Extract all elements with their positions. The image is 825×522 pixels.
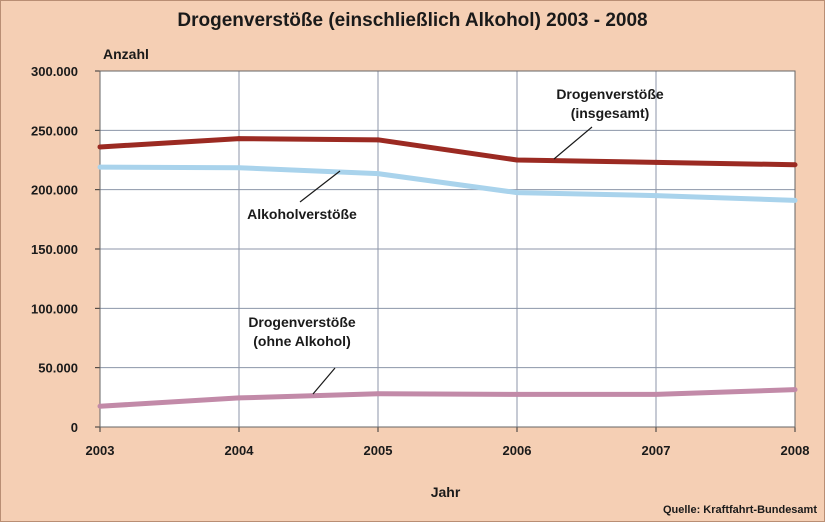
series-label: (ohne Alkohol) (253, 333, 350, 349)
series-line-1 (99, 136, 796, 168)
x-tick-label: 2004 (225, 443, 255, 458)
series-point (514, 391, 520, 397)
y-tick-label: 250.000 (31, 123, 78, 138)
y-tick-label: 100.000 (31, 301, 78, 316)
x-tick-label: 2003 (86, 443, 115, 458)
plot-border (99, 70, 796, 428)
x-tick-label: 2008 (781, 443, 810, 458)
axes (99, 70, 796, 428)
series-point (514, 190, 520, 196)
series-label: Alkoholverstöße (247, 206, 357, 222)
series-point (97, 164, 103, 170)
series-point (375, 391, 381, 397)
series-point (97, 144, 103, 150)
series-point (236, 395, 242, 401)
annotation-leader-line (312, 367, 336, 395)
series-point (653, 193, 659, 199)
series-label: Drogenverstöße (248, 314, 356, 330)
series-label: Drogenverstöße (556, 86, 664, 102)
x-tick-label: 2007 (642, 443, 671, 458)
source-note: Quelle: Kraftfahrt-Bundesamt (662, 504, 817, 516)
series-point (375, 171, 381, 177)
series-line-3 (99, 387, 796, 409)
series-line-2 (99, 164, 796, 203)
y-tick-label: 200.000 (31, 183, 78, 198)
y-tick-label: 150.000 (31, 242, 78, 257)
y-tick-label: 300.000 (31, 64, 78, 79)
y-tick-label: 50.000 (38, 361, 78, 376)
x-tick-labels: 2003 2004 2005 2006 2007 2008 (86, 443, 810, 458)
series-point (792, 162, 798, 168)
series-point (236, 165, 242, 171)
series-label: (insgesamt) (571, 105, 650, 121)
series-point (653, 391, 659, 397)
y-tick-label: 0 (71, 420, 78, 435)
x-tick-label: 2006 (503, 443, 532, 458)
series-lines (97, 136, 798, 409)
series-point (514, 157, 520, 163)
series-point (792, 387, 798, 393)
annotation-leader-line (299, 170, 341, 203)
chart-title: Drogenverstöße (einschließlich Alkohol) … (177, 10, 648, 31)
series-point (792, 197, 798, 203)
annotation-leader-line (553, 126, 593, 160)
y-axis-label: Anzahl (103, 46, 149, 62)
x-tick-label: 2005 (364, 443, 393, 458)
series-annotations: Drogenverstöße (insgesamt) Alkoholverstöße… (247, 86, 664, 395)
y-tick-labels: 0 50.000 100.000 150.000 200.000 250.000 300.0… (31, 64, 78, 435)
series-point (375, 137, 381, 143)
series-point (97, 403, 103, 409)
series-point (236, 136, 242, 142)
x-axis-label: Jahr (431, 484, 461, 500)
series-point (653, 159, 659, 165)
